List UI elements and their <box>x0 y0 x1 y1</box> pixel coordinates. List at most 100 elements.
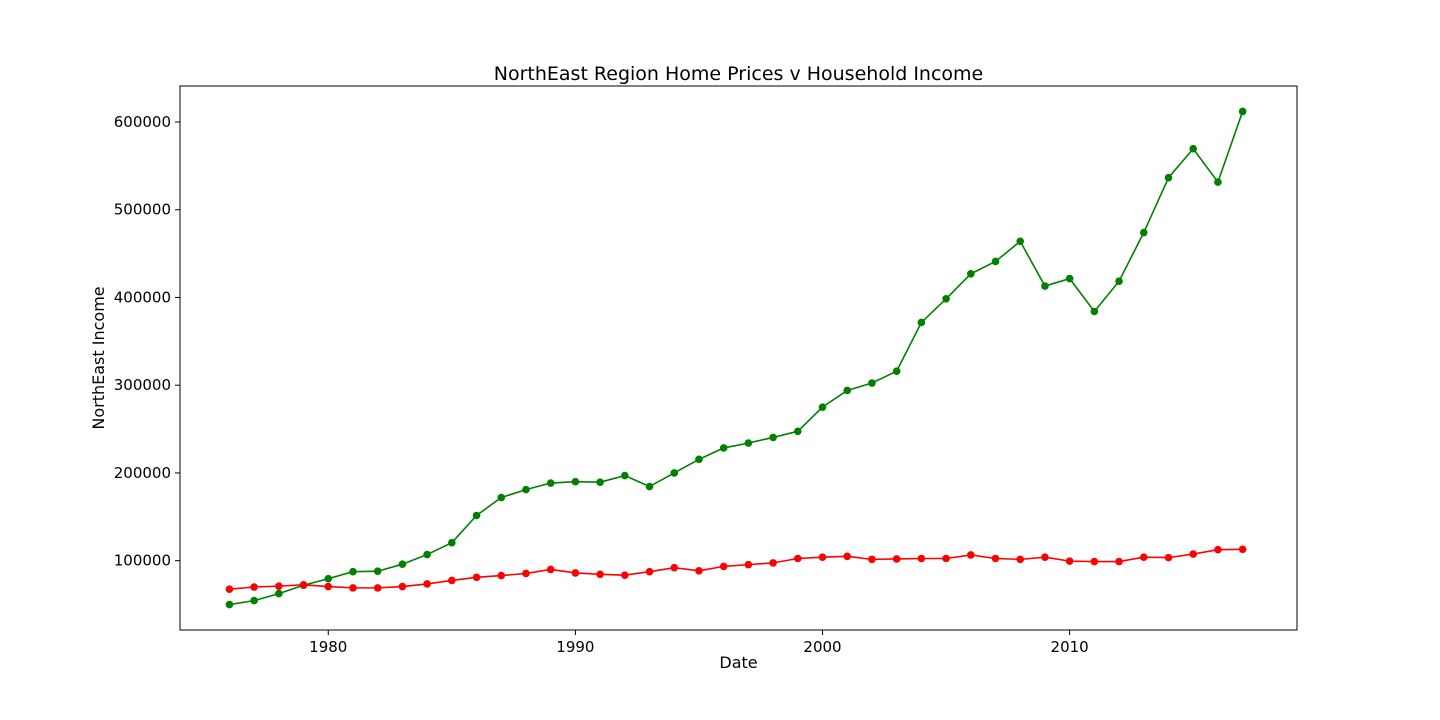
data-point <box>769 559 777 567</box>
data-point <box>621 571 629 579</box>
chart-title: NorthEast Region Home Prices v Household… <box>494 63 983 85</box>
data-point <box>398 582 407 591</box>
data-point <box>324 574 333 583</box>
y-tick-label: 400000 <box>114 288 171 306</box>
data-point <box>1016 555 1025 564</box>
data-point <box>1016 237 1025 246</box>
data-point <box>892 367 901 375</box>
data-point <box>1189 144 1198 153</box>
data-point <box>1214 545 1222 554</box>
y-tick-label: 500000 <box>114 201 171 219</box>
data-point <box>843 552 852 561</box>
data-point <box>695 566 703 575</box>
data-point <box>1164 173 1173 182</box>
data-point <box>991 554 1000 563</box>
data-point <box>448 576 456 585</box>
data-point <box>621 471 629 480</box>
data-point <box>818 553 827 561</box>
x-tick-label: 2010 <box>1051 638 1089 656</box>
data-point <box>1214 178 1222 186</box>
data-point <box>571 569 580 577</box>
data-point <box>670 469 679 477</box>
data-point <box>225 600 234 609</box>
data-point <box>1238 545 1247 554</box>
y-tick-label: 100000 <box>114 552 171 570</box>
data-point <box>1115 557 1123 566</box>
data-point <box>1164 553 1173 562</box>
data-point <box>769 433 777 442</box>
series-2 <box>225 545 1247 593</box>
data-point <box>571 477 580 486</box>
data-point <box>1115 277 1123 286</box>
data-point <box>991 257 1000 266</box>
data-point <box>645 482 654 491</box>
x-tick-label: 2000 <box>803 638 841 656</box>
data-point <box>818 403 827 411</box>
data-point <box>275 582 283 590</box>
data-point <box>917 318 926 327</box>
data-point <box>794 554 802 563</box>
data-point <box>423 580 431 588</box>
data-point <box>1090 557 1099 566</box>
x-axis: 1980 1990 2000 2010 <box>309 630 1089 656</box>
data-point <box>892 555 901 563</box>
data-point <box>645 567 654 576</box>
data-point <box>1139 553 1148 561</box>
data-point <box>448 538 456 547</box>
data-point <box>546 479 555 487</box>
data-point <box>942 554 950 563</box>
data-point <box>299 581 308 589</box>
series-line <box>229 111 1244 606</box>
data-point <box>349 567 357 576</box>
data-point <box>324 582 333 591</box>
data-point <box>917 554 926 563</box>
data-point <box>250 583 258 591</box>
data-point <box>1065 274 1074 283</box>
data-point <box>1090 307 1099 316</box>
data-point <box>794 427 802 436</box>
data-point <box>966 269 975 278</box>
data-point <box>744 439 753 447</box>
x-axis-title: Date <box>719 653 757 672</box>
data-point <box>744 560 753 569</box>
data-point <box>868 555 876 564</box>
data-point <box>868 379 876 387</box>
data-point <box>843 386 852 395</box>
data-point <box>1238 107 1247 116</box>
plot-area <box>179 85 1298 631</box>
data-point <box>250 596 258 605</box>
data-point <box>670 563 679 572</box>
data-point <box>1065 557 1074 565</box>
data-point <box>596 478 604 486</box>
data-point <box>719 444 728 452</box>
data-point <box>1189 550 1198 558</box>
data-point <box>695 455 703 464</box>
x-tick-label: 1980 <box>309 638 347 656</box>
data-point <box>373 567 382 576</box>
y-tick-label: 200000 <box>114 464 171 482</box>
series-1 <box>225 107 1247 609</box>
y-tick-label: 300000 <box>114 376 171 394</box>
data-point <box>472 511 481 520</box>
data-point <box>497 493 506 502</box>
series-layer <box>225 107 1247 609</box>
data-point <box>275 589 283 598</box>
data-point <box>546 565 555 574</box>
y-axis-title: NorthEast Income <box>89 286 108 429</box>
data-point <box>472 573 481 582</box>
data-point <box>423 550 431 559</box>
y-axis: 100000 200000 300000 400000 500000 600000 <box>114 113 180 570</box>
data-point <box>966 551 975 559</box>
data-point <box>1041 553 1049 561</box>
plot-frame <box>179 85 1298 631</box>
data-point <box>225 585 234 593</box>
data-point <box>1139 228 1148 237</box>
data-point <box>373 584 382 592</box>
data-point <box>522 569 530 578</box>
data-point <box>596 570 604 579</box>
series-line <box>229 548 1243 590</box>
data-point <box>942 294 950 303</box>
data-point <box>398 560 407 568</box>
data-point <box>522 485 530 494</box>
